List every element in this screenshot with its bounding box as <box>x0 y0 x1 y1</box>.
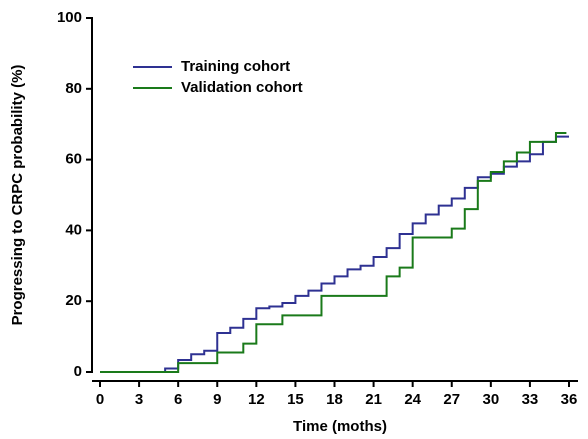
x-tick-label: 15 <box>287 391 304 408</box>
y-tick-label: 40 <box>65 221 82 238</box>
x-tick-label: 3 <box>135 391 143 408</box>
x-tick-label: 33 <box>522 391 539 408</box>
series-line <box>100 135 569 373</box>
y-tick-label: 60 <box>65 151 82 168</box>
x-tick-label: 12 <box>248 391 265 408</box>
y-tick-label: 80 <box>65 80 82 97</box>
x-tick-label: 6 <box>174 391 182 408</box>
x-tick-label: 18 <box>326 391 343 408</box>
x-tick-label: 9 <box>213 391 221 408</box>
series-line <box>100 132 567 373</box>
x-axis-label: Time (moths) <box>293 418 387 435</box>
y-axis-label: Progressing to CRPC probability (%) <box>9 65 26 326</box>
y-tick-label: 20 <box>65 292 82 309</box>
x-tick-label: 27 <box>443 391 460 408</box>
legend-label: Validation cohort <box>181 79 303 96</box>
x-tick-label: 0 <box>96 391 104 408</box>
x-tick-label: 24 <box>404 391 421 408</box>
x-tick-label: 21 <box>365 391 382 408</box>
legend-label: Training cohort <box>181 58 290 75</box>
y-tick-label: 100 <box>57 9 82 26</box>
y-tick-label: 0 <box>74 363 82 380</box>
x-tick-label: 30 <box>482 391 499 408</box>
x-tick-label: 36 <box>561 391 578 408</box>
